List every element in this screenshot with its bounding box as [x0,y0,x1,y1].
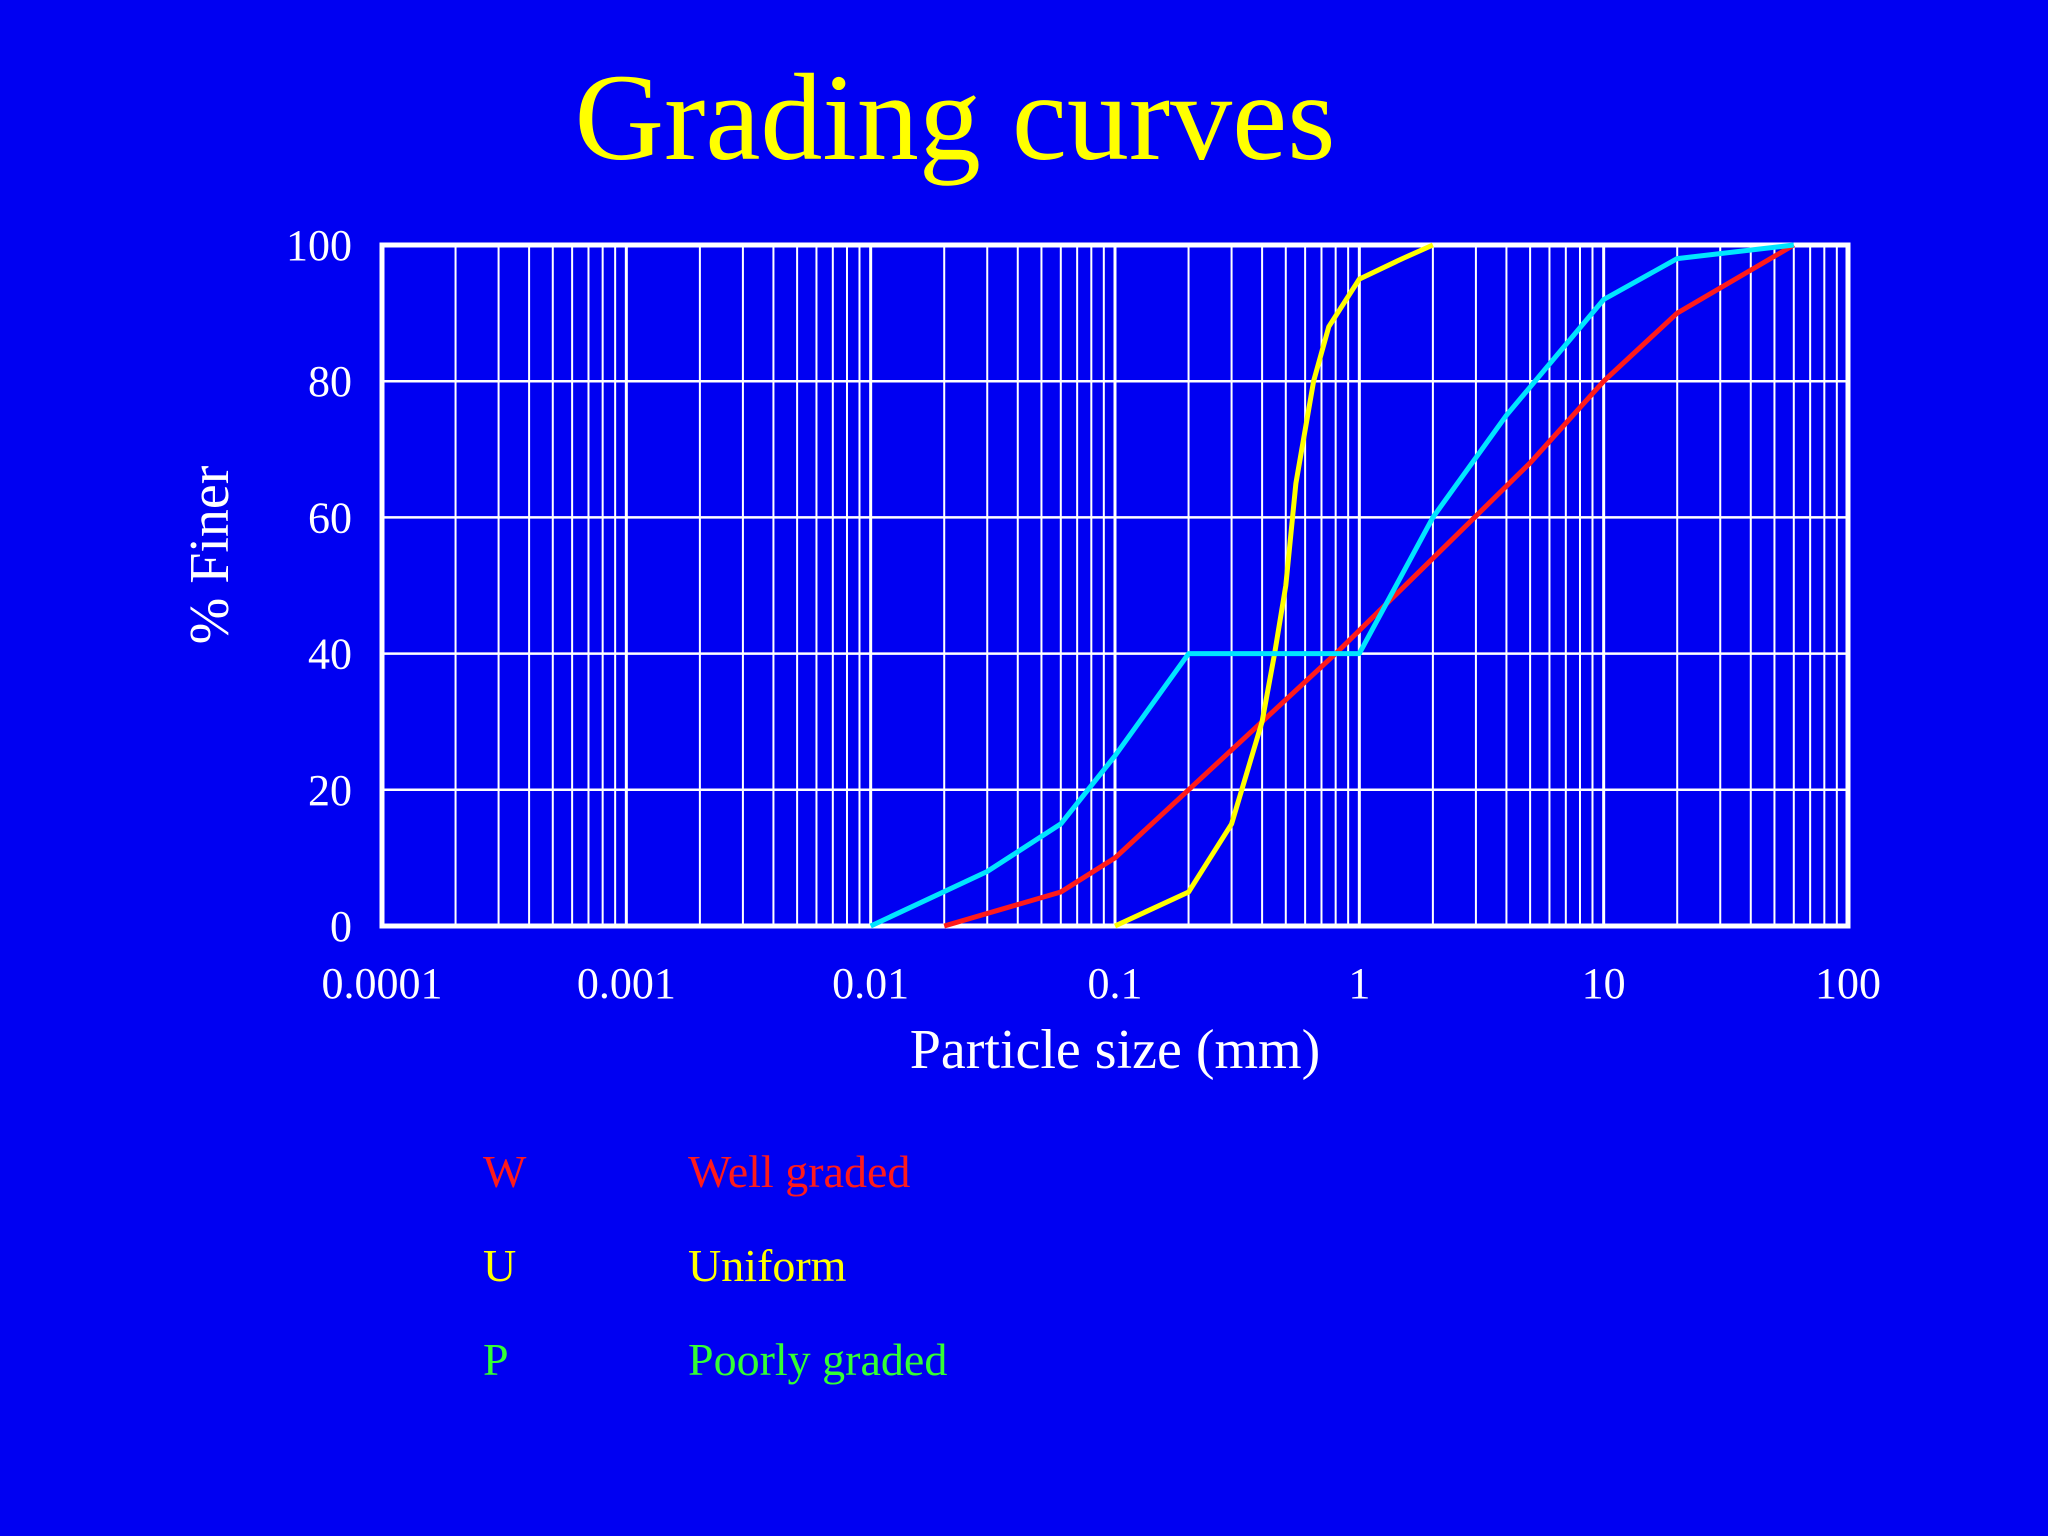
legend-label-poorly-graded: Poorly graded [688,1334,948,1385]
y-tick-label: 60 [308,493,352,542]
series-line-u [1113,242,1434,929]
x-tick-label: 100 [1815,959,1881,1008]
slide-title: Grading curves [574,49,1336,186]
legend-code-w: W [483,1146,527,1197]
x-tick-label: 10 [1582,959,1626,1008]
legend-row-uniform: U Uniform [483,1219,1183,1313]
legend-label-well-graded: Well graded [688,1146,911,1197]
legend-code-u: U [483,1240,517,1291]
x-axis-label: Particle size (mm) [910,1019,1321,1081]
legend-label-uniform: Uniform [688,1240,847,1291]
y-tick-label: 80 [308,357,352,406]
legend-code-p: P [483,1334,509,1385]
series-line-p [869,242,1795,929]
y-tick-label: 0 [330,902,352,951]
x-tick-label: 1 [1348,959,1370,1008]
y-tick-label: 100 [286,221,352,270]
legend-row-well-graded: W Well graded [483,1125,1183,1219]
x-tick-label: 0.001 [577,959,676,1008]
legend: W Well graded U Uniform P Poorly graded [483,1125,1183,1407]
y-tick-label: 40 [308,630,352,679]
x-tick-label: 0.01 [832,959,909,1008]
legend-row-poorly-graded: P Poorly graded [483,1313,1183,1407]
y-axis-label: % Finer [179,465,241,644]
series-line-w [943,242,1796,929]
x-tick-label: 0.1 [1088,959,1143,1008]
x-tick-label: 0.0001 [322,959,443,1008]
y-tick-label: 20 [308,766,352,815]
